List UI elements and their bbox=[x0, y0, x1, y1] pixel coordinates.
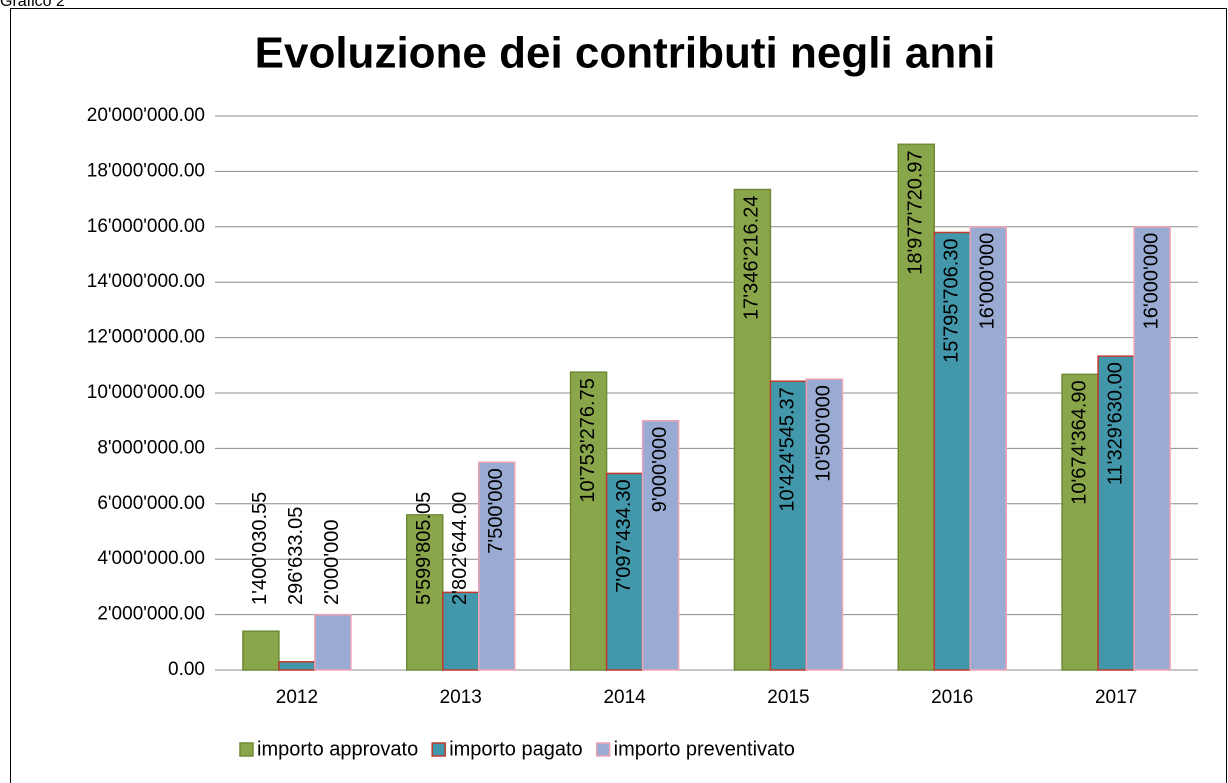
data-label: 296'633.05 bbox=[285, 507, 307, 605]
caption: Grafico 2 bbox=[0, 0, 65, 10]
bar bbox=[605, 472, 644, 671]
data-label: 10'674'364.90 bbox=[1068, 380, 1090, 504]
legend-label: importo approvato bbox=[257, 738, 418, 760]
bar bbox=[1097, 355, 1135, 671]
data-label: 1'400'030.55 bbox=[249, 492, 271, 605]
data-label: 18'977'720.97 bbox=[905, 150, 927, 274]
bar bbox=[569, 371, 608, 671]
y-tick-label: 12'000'000.00 bbox=[87, 327, 205, 348]
data-label: 15'795'706.30 bbox=[941, 238, 963, 362]
y-tick-label: 16'000'000.00 bbox=[87, 216, 205, 237]
x-tick-label: 2015 bbox=[767, 687, 809, 708]
y-tick-label: 20'000'000.00 bbox=[87, 105, 205, 126]
data-label: 5'599'805.05 bbox=[413, 492, 435, 605]
bar bbox=[442, 591, 480, 671]
bar bbox=[1133, 226, 1171, 671]
bar bbox=[242, 630, 280, 671]
x-tick-label: 2013 bbox=[440, 687, 482, 708]
x-tick-label: 2016 bbox=[931, 687, 973, 708]
data-label: 16'000'000 bbox=[977, 233, 999, 330]
data-label: 11'329'630.00 bbox=[1104, 362, 1126, 485]
bar bbox=[641, 419, 680, 671]
data-label: 9'000'000 bbox=[649, 427, 671, 513]
chart-title: Evoluzione dei contributi negli anni bbox=[255, 29, 996, 78]
bar bbox=[478, 461, 516, 671]
y-tick-label: 10'000'000.00 bbox=[87, 382, 205, 403]
legend-label: importo preventivato bbox=[614, 738, 795, 760]
y-tick-label: 6'000'000.00 bbox=[97, 493, 205, 514]
y-tick-label: 0.00 bbox=[168, 659, 205, 680]
data-label: 17'346'216.24 bbox=[741, 196, 763, 320]
y-tick-label: 2'000'000.00 bbox=[97, 604, 205, 625]
legend-swatch bbox=[431, 742, 446, 757]
bar bbox=[314, 613, 352, 671]
data-label: 7'097'434.30 bbox=[613, 479, 635, 592]
bar bbox=[805, 378, 844, 671]
data-label: 7'500'000 bbox=[485, 468, 507, 554]
data-label: 2'000'000 bbox=[321, 520, 343, 606]
data-label: 16'000'000 bbox=[1140, 233, 1162, 330]
legend-swatch bbox=[595, 742, 611, 757]
bar bbox=[278, 661, 316, 671]
data-label: 2'802'644.00 bbox=[449, 492, 471, 605]
data-label: 10'753'276.75 bbox=[577, 378, 599, 502]
y-tick-label: 4'000'000.00 bbox=[97, 548, 205, 569]
x-tick-label: 2012 bbox=[276, 687, 318, 708]
bar bbox=[769, 380, 808, 671]
bar bbox=[969, 226, 1007, 671]
legend-swatch bbox=[239, 742, 254, 757]
y-tick-label: 14'000'000.00 bbox=[87, 271, 205, 292]
x-tick-label: 2014 bbox=[603, 687, 646, 708]
bar bbox=[897, 143, 935, 671]
data-label: 10'500'000 bbox=[813, 385, 835, 482]
y-tick-label: 18'000'000.00 bbox=[87, 160, 205, 181]
bar bbox=[1061, 373, 1099, 671]
bar bbox=[406, 514, 444, 671]
x-tick-label: 2017 bbox=[1095, 687, 1137, 708]
y-tick-label: 8'000'000.00 bbox=[97, 437, 205, 458]
data-label: 10'424'545.37 bbox=[777, 387, 799, 511]
legend-label: importo pagato bbox=[449, 738, 582, 760]
